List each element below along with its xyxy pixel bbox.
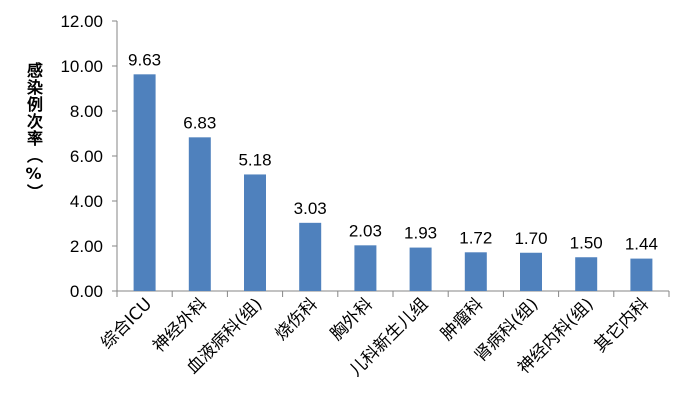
bar bbox=[299, 222, 322, 291]
y-axis-title: 感染例次率（%） bbox=[24, 62, 43, 201]
x-tick-label: 烧伤科 bbox=[272, 294, 322, 344]
data-label: 9.63 bbox=[128, 50, 161, 69]
data-label: 1.70 bbox=[514, 229, 547, 248]
data-label: 6.83 bbox=[183, 113, 216, 132]
x-tick-label: 肿瘤科 bbox=[437, 294, 487, 344]
data-label: 1.93 bbox=[404, 224, 437, 243]
data-label: 1.72 bbox=[459, 228, 492, 247]
bar bbox=[630, 258, 653, 291]
y-tick-label: 8.00 bbox=[70, 102, 103, 121]
bar bbox=[464, 252, 487, 291]
y-tick-label: 10.00 bbox=[60, 57, 103, 76]
data-label: 1.50 bbox=[570, 233, 603, 252]
y-tick-label: 12.00 bbox=[60, 12, 103, 31]
data-label: 3.03 bbox=[294, 199, 327, 218]
x-tick-label: 综合ICU bbox=[97, 294, 156, 353]
bar bbox=[354, 245, 377, 291]
bar bbox=[575, 257, 598, 291]
data-label: 5.18 bbox=[238, 150, 271, 169]
bar bbox=[188, 137, 211, 291]
bar bbox=[520, 252, 542, 291]
bar bbox=[133, 74, 156, 291]
y-tick-label: 0.00 bbox=[70, 282, 103, 301]
data-label: 2.03 bbox=[349, 221, 382, 240]
y-tick-label: 4.00 bbox=[70, 192, 103, 211]
bar bbox=[244, 174, 266, 291]
data-label: 1.44 bbox=[625, 235, 658, 254]
y-tick-label: 2.00 bbox=[70, 237, 103, 256]
x-tick-label: 其它内科 bbox=[591, 294, 653, 356]
bar bbox=[409, 247, 432, 291]
y-tick-label: 6.00 bbox=[70, 147, 103, 166]
x-tick-label: 胸外科 bbox=[327, 294, 377, 344]
